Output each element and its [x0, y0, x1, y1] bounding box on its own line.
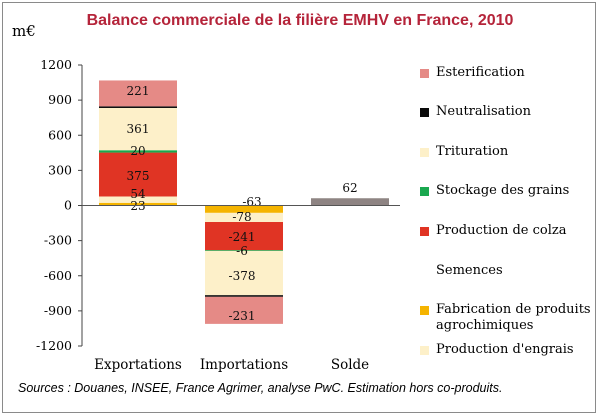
data-label: -6 [236, 244, 248, 258]
bar-semences-importations [205, 212, 283, 223]
legend-swatch [420, 227, 429, 236]
y-tick-label: 300 [48, 162, 72, 177]
data-label: 221 [127, 84, 150, 98]
bar-stockage-des-grains-exportations [99, 150, 177, 153]
y-tick-label: -600 [44, 268, 72, 283]
source-note: Sources : Douanes, INSEE, France Agrimer… [18, 381, 503, 395]
bar-solde-solde [311, 198, 389, 206]
y-tick-label: -300 [44, 233, 72, 248]
data-label: 54 [130, 187, 146, 201]
legend-swatch [420, 187, 429, 196]
legend-swatch [420, 306, 429, 315]
legend-label: Neutralisation [436, 104, 531, 119]
legend-label: Production d'engrais [436, 342, 574, 357]
y-tick-label: 1200 [40, 57, 72, 72]
y-tick-label: 600 [48, 127, 72, 142]
legend-label: Trituration [436, 144, 509, 159]
legend-label: Production de colza [436, 223, 567, 238]
axis-group: 1200 900 600 300 0 -300 -600 -900 -1200 Exportati… [36, 57, 400, 373]
data-label: -378 [229, 269, 256, 283]
legend-swatch [420, 69, 429, 78]
y-axis-unit: m€ [12, 22, 36, 40]
bar-esterification-importations [205, 296, 283, 324]
bar-esterification-exportations [99, 80, 177, 107]
bar-neutralisation-exportations [99, 106, 177, 108]
data-label: 375 [127, 169, 150, 183]
chart-frame [2, 2, 596, 413]
data-label: 361 [127, 122, 150, 136]
data-label: -78 [232, 210, 251, 224]
bar-fabrication-de-produits-agrochimiques-exportations [99, 202, 177, 206]
x-category-label: Solde [331, 357, 369, 373]
data-label: 20 [130, 144, 145, 158]
bar-trituration-importations [205, 250, 283, 296]
y-tick-label: 0 [64, 198, 72, 213]
bar-semences-exportations [99, 196, 177, 203]
legend-swatch [420, 148, 429, 157]
data-label: -231 [229, 309, 256, 323]
x-category-label: Exportations [94, 357, 182, 373]
bar-neutralisation-importations [205, 295, 283, 297]
y-tick-label: -1200 [36, 338, 72, 353]
bar-production-de-colza-importations [205, 222, 283, 251]
bar-production-de-colza-exportations [99, 152, 177, 197]
bar-fabrication-de-produits-agrochimiques-importations [205, 205, 283, 213]
bar-group [99, 80, 389, 324]
legend-swatch [420, 267, 429, 276]
x-category-label: Importations [200, 357, 288, 373]
bar-trituration-exportations [99, 107, 177, 151]
legend-swatch [420, 108, 429, 117]
legend-label: Stockage des grains [436, 183, 570, 198]
legend-label: Fabrication de produits agrochimiques [436, 302, 591, 333]
legend-swatch [420, 346, 429, 355]
data-label: 62 [342, 181, 357, 195]
chart-title: Balance commerciale de la filière EMHV e… [86, 12, 514, 29]
data-label: -63 [242, 195, 261, 209]
y-tick-label: 900 [48, 92, 72, 107]
y-tick-label: -900 [44, 303, 72, 318]
legend-label: Esterification [436, 65, 525, 80]
legend-label: Semences [436, 263, 503, 278]
data-label: -241 [229, 230, 256, 244]
